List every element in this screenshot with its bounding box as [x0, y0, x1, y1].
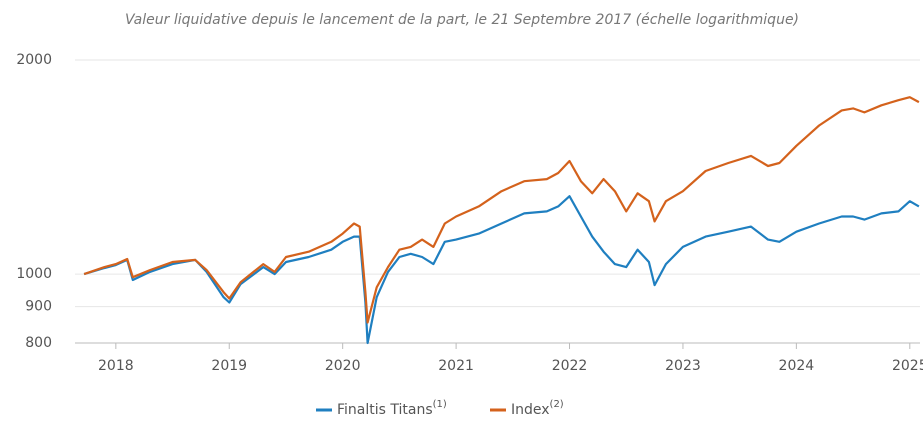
chart-title: Valeur liquidative depuis le lancement d…: [125, 12, 799, 28]
legend-footnote: (2): [550, 399, 564, 410]
series-line: [83, 195, 920, 345]
y-tick-label: 800: [25, 335, 52, 351]
legend-label: Index(2): [511, 399, 564, 418]
legend-name: Finaltis Titans: [337, 402, 433, 418]
y-tick-label: 900: [25, 299, 52, 315]
x-tick-label: 2022: [552, 358, 588, 374]
series-line: [83, 96, 920, 324]
x-tick-label: 2025: [892, 358, 923, 374]
x-tick-label: 2023: [665, 358, 701, 374]
y-tick-label: 2000: [16, 52, 52, 68]
x-tick-label: 2018: [98, 358, 134, 374]
legend-name: Index: [511, 402, 550, 418]
legend-label: Finaltis Titans(1): [337, 399, 447, 418]
legend-footnote: (1): [433, 399, 447, 410]
x-tick-label: 2024: [779, 358, 815, 374]
x-tick-label: 2020: [325, 358, 361, 374]
x-tick-label: 2021: [438, 358, 474, 374]
y-tick-label: 1000: [16, 266, 52, 282]
x-tick-label: 2019: [211, 358, 247, 374]
